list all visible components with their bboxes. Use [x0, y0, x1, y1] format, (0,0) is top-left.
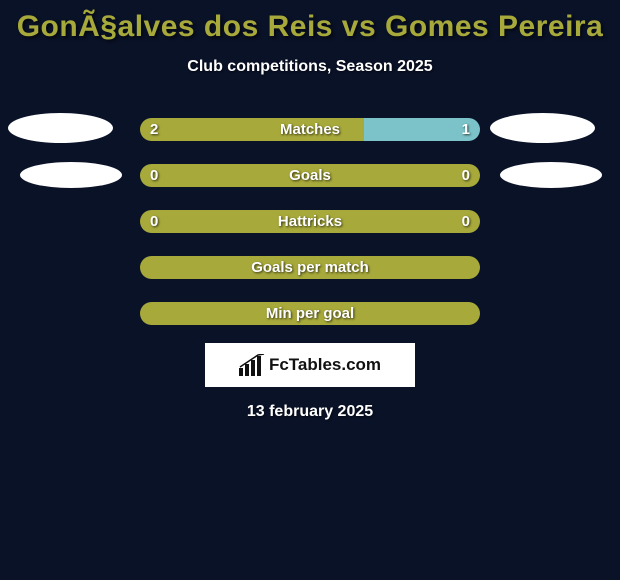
bar-left	[140, 118, 364, 141]
bar-right	[310, 164, 480, 187]
bar-track	[140, 256, 480, 279]
bar-right	[310, 210, 480, 233]
logo-box: FcTables.com	[205, 343, 415, 387]
stat-row: Goals00	[0, 164, 620, 187]
bar-left	[140, 210, 310, 233]
subtitle: Club competitions, Season 2025	[0, 58, 620, 76]
bar-track	[140, 210, 480, 233]
bar-right	[310, 302, 480, 325]
logo-chart-icon	[239, 354, 265, 376]
bar-left	[140, 256, 310, 279]
logo-text: FcTables.com	[269, 355, 381, 375]
stat-row: Matches21	[0, 118, 620, 141]
bar-left	[140, 164, 310, 187]
player-oval	[500, 162, 602, 188]
stat-row: Hattricks00	[0, 210, 620, 233]
date-text: 13 february 2025	[0, 403, 620, 421]
bar-right	[310, 256, 480, 279]
player-oval	[8, 113, 113, 143]
bar-track	[140, 118, 480, 141]
bar-track	[140, 302, 480, 325]
stat-row: Min per goal	[0, 302, 620, 325]
bar-right	[364, 118, 480, 141]
bar-left	[140, 302, 310, 325]
stat-row: Goals per match	[0, 256, 620, 279]
bar-track	[140, 164, 480, 187]
comparison-rows: Matches21 Goals00 Hattricks00 Goals per mat…	[0, 118, 620, 325]
page-title: GonÃ§alves dos Reis vs Gomes Pereira	[0, 0, 620, 44]
player-oval	[490, 113, 595, 143]
player-oval	[20, 162, 122, 188]
